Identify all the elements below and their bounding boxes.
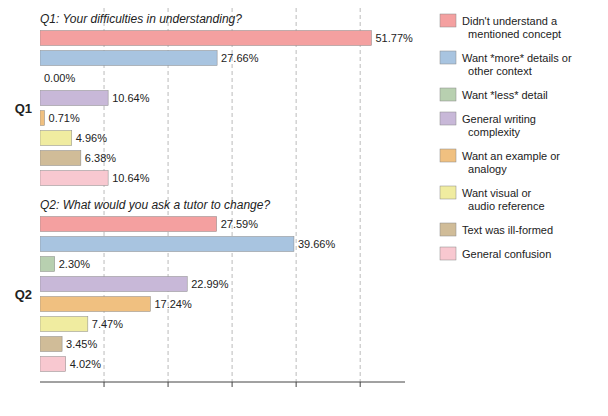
legend-swatch: [440, 186, 456, 199]
axis-line: [40, 382, 405, 383]
legend-label: General writing complexity: [462, 113, 536, 138]
data-label: 3.45%: [66, 338, 97, 350]
chart: 51.77% 27.66% 0.00% 10.64% 0.71% 4.96% 6.38% 10…: [0, 0, 608, 416]
legend-label: Want visual or audio reference: [462, 187, 545, 212]
bar: [40, 131, 72, 146]
legend-label-line: analogy: [462, 163, 507, 175]
bar: [40, 51, 217, 66]
data-label: 0.00%: [44, 72, 75, 84]
data-label: 4.96%: [76, 132, 107, 144]
legend-label: Didn't understand a mentioned concept: [462, 15, 561, 40]
tick-mark: [296, 382, 297, 387]
data-label: 39.66%: [298, 238, 336, 250]
bar: [40, 91, 108, 106]
legend-label: Want *less* detail: [462, 89, 548, 101]
grid-line: [360, 8, 361, 382]
bar: [40, 31, 372, 46]
legend-label-line: Want an example or: [462, 150, 560, 162]
legend-label-line: other context: [462, 65, 532, 77]
bar: [40, 297, 150, 312]
tick-mark: [360, 382, 361, 387]
bar: [40, 151, 81, 166]
bar: [40, 257, 55, 272]
data-label: 27.59%: [221, 218, 259, 230]
section-title: Q2: What would you ask a tutor to change…: [40, 198, 270, 212]
bar: [40, 277, 187, 292]
legend-label-line: complexity: [462, 126, 521, 138]
bar: [40, 317, 88, 332]
legend-label-line: Want *less* detail: [462, 89, 548, 101]
data-label: 6.38%: [85, 152, 116, 164]
legend-swatch: [440, 88, 456, 101]
data-label: 17.24%: [154, 298, 192, 310]
legend-swatch: [440, 112, 456, 125]
data-label: 4.02%: [70, 358, 101, 370]
legend-swatch: [440, 14, 456, 27]
data-label: 2.30%: [59, 258, 90, 270]
data-label: 0.71%: [49, 112, 80, 124]
legend: Didn't understand a mentioned concept Wan…: [440, 14, 572, 260]
bar: [40, 111, 45, 126]
bar: [40, 171, 108, 186]
chart-container: 51.77% 27.66% 0.00% 10.64% 0.71% 4.96% 6.38% 10…: [0, 0, 608, 416]
legend-label: Want an example or analogy: [462, 150, 560, 175]
legend-swatch: [440, 51, 456, 64]
legend-swatch: [440, 223, 456, 236]
data-label: 51.77%: [376, 32, 414, 44]
bar: [40, 217, 217, 232]
grid-line: [296, 8, 297, 382]
bar: [40, 71, 41, 86]
data-label: 22.99%: [191, 278, 229, 290]
x-axis: [40, 382, 405, 387]
bar: [40, 337, 62, 352]
legend-swatch: [440, 149, 456, 162]
legend-label-line: Want *more* details or: [462, 52, 572, 64]
legend-label-line: General confusion: [462, 248, 551, 260]
legend-swatch: [440, 247, 456, 260]
bar: [40, 357, 66, 372]
tick-mark: [168, 382, 169, 387]
data-label: 10.64%: [112, 92, 150, 104]
legend-label-line: Text was ill-formed: [462, 224, 553, 236]
data-label: 10.64%: [112, 172, 150, 184]
category-label: Q2: [15, 287, 32, 302]
legend-label-line: mentioned concept: [462, 28, 561, 40]
legend-label-line: Didn't understand a: [462, 15, 558, 27]
legend-label-line: General writing: [462, 113, 536, 125]
bar: [40, 237, 294, 252]
legend-label: Want *more* details or other context: [462, 52, 572, 77]
legend-label-line: Want visual or: [462, 187, 532, 199]
legend-label-line: audio reference: [462, 200, 545, 212]
bars: [40, 31, 372, 372]
section-title: Q1: Your difficulties in understanding?: [40, 12, 242, 26]
legend-label: General confusion: [462, 248, 551, 260]
legend-label: Text was ill-formed: [462, 224, 553, 236]
tick-mark: [232, 382, 233, 387]
data-label: 7.47%: [92, 318, 123, 330]
grid-line: [232, 8, 233, 382]
category-label: Q1: [15, 101, 32, 116]
tick-mark: [104, 382, 105, 387]
data-label: 27.66%: [221, 52, 259, 64]
